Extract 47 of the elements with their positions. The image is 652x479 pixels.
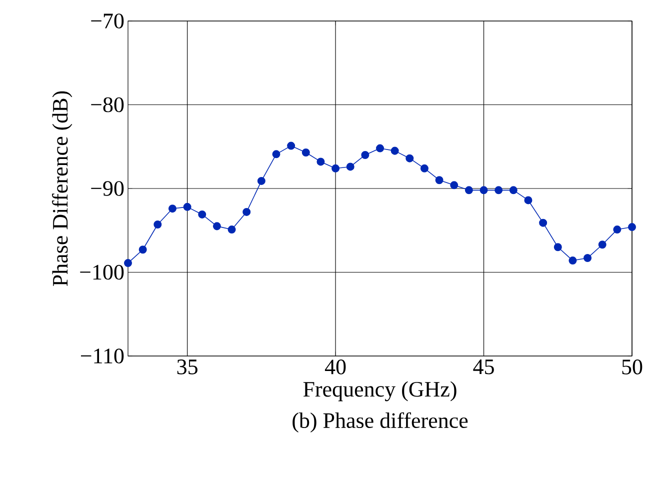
x-tick-label: 50 (622, 360, 642, 374)
point (154, 220, 162, 229)
point (257, 176, 266, 185)
y-axis-title: Phase Difference (dB) (52, 91, 72, 286)
point (228, 226, 236, 234)
y-tick-label: −110 (80, 348, 124, 364)
x-axis-title: Frequency (GHz) (303, 381, 456, 402)
point (480, 186, 488, 194)
point (435, 176, 444, 184)
point (464, 186, 473, 194)
point (361, 151, 370, 159)
point (183, 202, 192, 211)
point (524, 196, 532, 204)
point (316, 158, 325, 166)
point (124, 259, 132, 268)
point (346, 162, 354, 171)
point (494, 186, 503, 194)
point (584, 254, 592, 262)
x-tick-label: 35 (177, 360, 198, 374)
point (168, 204, 176, 213)
point (272, 150, 280, 158)
y-tick-label: −100 (80, 264, 124, 280)
x-tick-label: 45 (473, 360, 494, 374)
point (568, 256, 577, 265)
point (302, 148, 310, 156)
point (198, 210, 206, 218)
point (598, 240, 606, 249)
y-tick-label: −80 (91, 97, 124, 112)
point (287, 142, 296, 150)
text: (b) Phase difference (292, 412, 468, 433)
point (390, 146, 399, 155)
point (212, 222, 221, 230)
point (420, 164, 428, 172)
point (539, 218, 548, 227)
point (450, 181, 458, 190)
point (376, 144, 384, 152)
point (138, 246, 147, 254)
y-tick-label: −70 (91, 14, 124, 28)
point (509, 186, 518, 194)
point (613, 226, 622, 234)
point (332, 164, 340, 172)
point (554, 243, 562, 252)
point (406, 154, 414, 162)
y-tick-label: −90 (91, 181, 124, 196)
point (628, 223, 636, 232)
point (242, 208, 251, 216)
x-tick-label: 40 (324, 360, 346, 374)
